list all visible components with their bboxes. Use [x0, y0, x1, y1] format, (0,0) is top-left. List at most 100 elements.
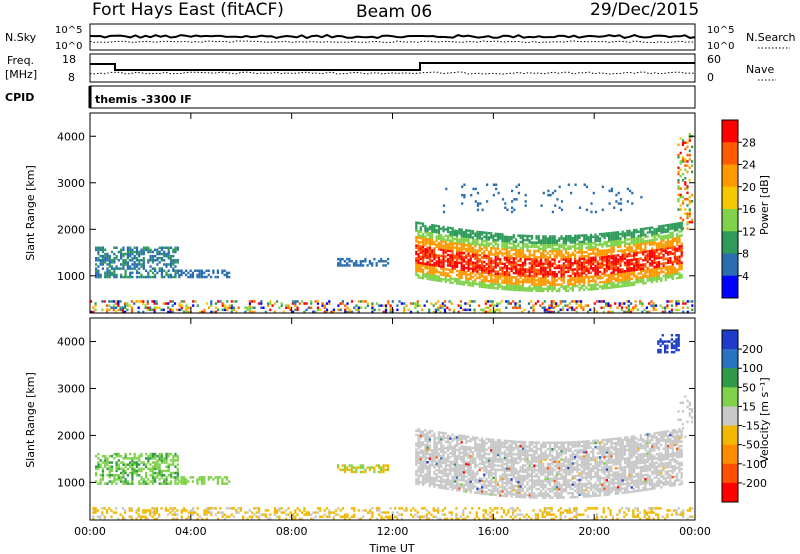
echo-cell: [610, 244, 613, 247]
echo-cell: [569, 239, 572, 242]
echo-cell: [422, 260, 425, 263]
echo-cell: [467, 233, 470, 237]
echo-cell: [131, 457, 134, 460]
echo-cell: [680, 221, 683, 225]
echo-cell: [673, 268, 676, 272]
echo-cell: [566, 511, 569, 514]
echo-cell: [371, 306, 374, 309]
echo-cell: [537, 268, 540, 272]
echo-cell: [160, 267, 163, 270]
echo-cell: [458, 274, 461, 277]
echo-cell: [526, 245, 529, 248]
echo-cell: [653, 274, 656, 277]
echo-cell: [602, 507, 605, 510]
echo-cell: [599, 258, 602, 261]
echo-cell: [530, 274, 534, 278]
echo-cell: [453, 263, 456, 266]
echo-cell: [676, 226, 679, 230]
echo-cell: [481, 275, 484, 278]
echo-cell: [124, 482, 127, 485]
echo-cell: [176, 513, 179, 516]
echo-cell: [471, 280, 475, 283]
echo-cell: [113, 252, 116, 256]
echo-cell: [458, 230, 461, 233]
echo-cell: [679, 208, 682, 211]
echo-cell: [431, 230, 434, 233]
echo-cell: [446, 262, 450, 265]
echo-cell: [455, 507, 458, 510]
echo-cell: [453, 310, 456, 314]
echo-cell: [465, 281, 468, 284]
echo-cell: [428, 463, 431, 466]
echo-cell: [505, 275, 509, 278]
echo-cell: [639, 267, 642, 271]
echo-cell: [423, 515, 426, 518]
echo-cell: [673, 270, 676, 274]
echo-cell: [512, 507, 515, 510]
echo-cell: [344, 513, 347, 516]
echo-cell: [472, 187, 475, 191]
echo-cell: [564, 251, 568, 255]
echo-cell: [95, 271, 98, 275]
echo-cell: [646, 227, 649, 230]
echo-cell: [156, 463, 159, 466]
echo-cell: [469, 250, 472, 254]
echo-cell: [95, 259, 98, 262]
echo-cell: [337, 308, 340, 312]
echo-cell: [678, 240, 681, 244]
echo-cell: [642, 240, 645, 243]
echo-cell: [124, 263, 127, 266]
echo-cell: [569, 264, 572, 267]
echo-cell: [117, 304, 120, 307]
echo-cell: [101, 469, 104, 473]
echo-cell: [468, 511, 472, 514]
echo-cell: [662, 239, 665, 242]
echo-cell: [444, 451, 447, 454]
echo-cell: [165, 452, 168, 456]
echo-cell: [129, 463, 132, 466]
echo-cell: [147, 246, 150, 249]
echo-cell: [633, 237, 636, 240]
echo-cell: [415, 265, 418, 268]
echo-cell: [575, 310, 578, 314]
echo-cell: [487, 517, 490, 521]
echo-cell: [440, 459, 443, 462]
echo-cell: [580, 253, 583, 256]
echo-cell: [508, 250, 511, 253]
echo-cell: [169, 511, 172, 514]
echo-cell: [428, 275, 431, 279]
echo-cell: [462, 256, 465, 259]
echo-cell: [686, 310, 689, 314]
echo-cell: [108, 254, 111, 258]
echo-cell: [251, 310, 254, 314]
echo-cell: [564, 285, 568, 288]
echo-cell: [666, 304, 669, 307]
echo-cell: [639, 244, 642, 248]
echo-cell: [176, 454, 179, 458]
echo-cell: [561, 300, 565, 303]
echo-cell: [655, 255, 658, 258]
echo-cell: [456, 273, 459, 277]
echo-cell: [416, 511, 419, 514]
echo-cell: [639, 263, 642, 267]
echo-cell: [422, 222, 425, 225]
echo-cell: [519, 240, 522, 244]
echo-cell: [486, 200, 489, 203]
echo-cell: [617, 270, 620, 274]
echo-cell: [230, 507, 233, 510]
echo-cell: [140, 469, 143, 473]
echo-cell: [560, 275, 563, 278]
echo-cell: [117, 474, 120, 477]
echo-cell: [574, 245, 577, 248]
echo-cell: [90, 310, 93, 314]
echo-cell: [564, 287, 568, 290]
echo-cell: [481, 273, 484, 276]
echo-cell: [491, 300, 494, 303]
echo-cell: [471, 236, 475, 239]
echo-cell: [416, 304, 419, 307]
echo-cell: [428, 482, 431, 486]
echo-cell: [505, 513, 508, 516]
nsearch-tick-top: 10^5: [707, 25, 734, 36]
echo-cell: [510, 284, 513, 287]
echo-cell: [210, 300, 213, 303]
